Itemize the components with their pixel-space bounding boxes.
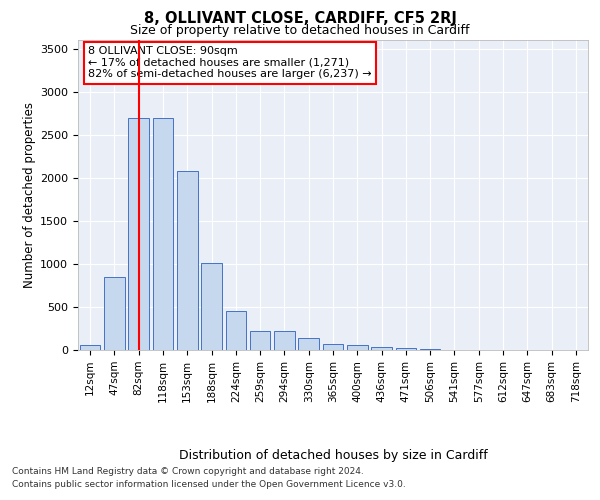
Text: Size of property relative to detached houses in Cardiff: Size of property relative to detached ho… <box>130 24 470 37</box>
Text: 8, OLLIVANT CLOSE, CARDIFF, CF5 2RJ: 8, OLLIVANT CLOSE, CARDIFF, CF5 2RJ <box>143 11 457 26</box>
Bar <box>395 348 416 350</box>
Bar <box>104 277 125 350</box>
Bar <box>274 331 295 350</box>
Bar <box>80 345 100 350</box>
Bar <box>250 331 271 350</box>
Bar <box>420 349 440 350</box>
Text: Contains public sector information licensed under the Open Government Licence v3: Contains public sector information licen… <box>12 480 406 489</box>
Bar <box>152 118 173 350</box>
Bar <box>201 263 222 350</box>
Y-axis label: Number of detached properties: Number of detached properties <box>23 102 36 288</box>
Bar <box>177 172 197 350</box>
Bar <box>128 118 149 350</box>
Bar <box>323 344 343 350</box>
Text: Contains HM Land Registry data © Crown copyright and database right 2024.: Contains HM Land Registry data © Crown c… <box>12 467 364 476</box>
Bar <box>226 311 246 350</box>
Text: Distribution of detached houses by size in Cardiff: Distribution of detached houses by size … <box>179 450 487 462</box>
Bar <box>298 338 319 350</box>
Bar <box>347 345 368 350</box>
Text: 8 OLLIVANT CLOSE: 90sqm
← 17% of detached houses are smaller (1,271)
82% of semi: 8 OLLIVANT CLOSE: 90sqm ← 17% of detache… <box>88 46 372 80</box>
Bar <box>371 346 392 350</box>
